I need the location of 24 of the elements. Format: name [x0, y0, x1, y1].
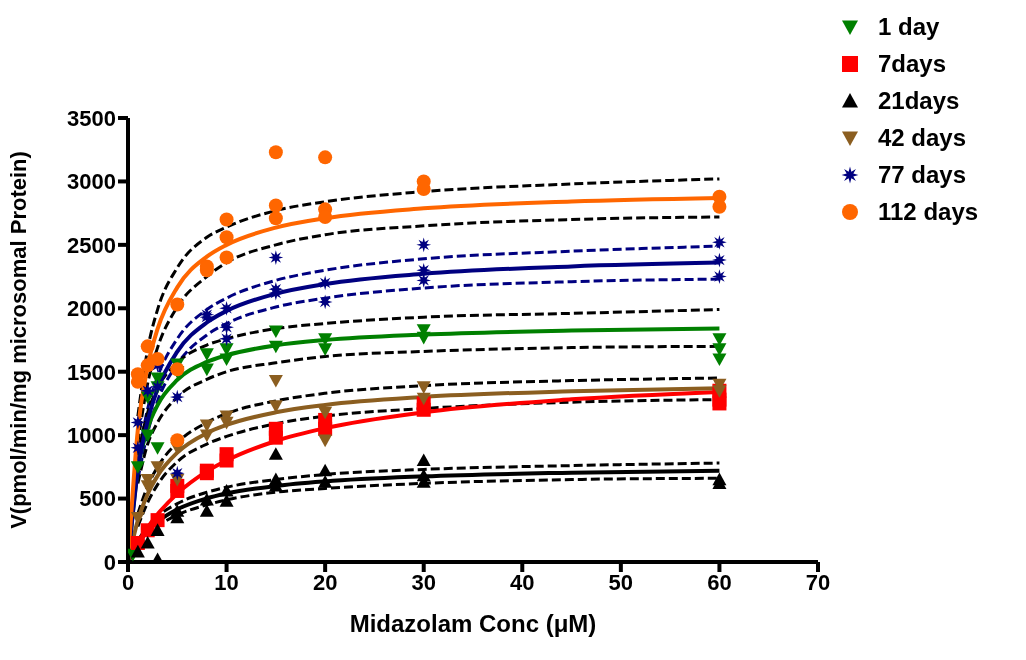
y-tick-label: 500 — [79, 486, 116, 512]
x-tick-label: 70 — [805, 569, 831, 595]
x-tick-label: 20 — [312, 569, 338, 595]
y-tick-label: 3000 — [67, 169, 116, 195]
legend-label: 1 day — [878, 12, 940, 41]
y-axis-title: V(pmol/min/mg microsomal Protein) — [5, 151, 31, 529]
x-tick-label: 30 — [411, 569, 436, 595]
legend-label: 112 days — [878, 197, 979, 226]
y-tick-label: 1500 — [67, 359, 116, 385]
y-tick-label: 2000 — [67, 296, 116, 322]
legend-label: 77 days — [878, 160, 967, 189]
legend-label: 42 days — [878, 123, 967, 152]
legend-label: 7days — [878, 49, 947, 78]
y-tick-label: 2500 — [67, 232, 116, 258]
y-tick-label: 1000 — [67, 422, 116, 448]
y-tick-label: 3500 — [67, 105, 116, 131]
y-tick-label: 0 — [103, 549, 116, 575]
x-tick-label: 60 — [707, 569, 732, 595]
x-tick-label: 40 — [510, 569, 535, 595]
x-tick-label: 10 — [214, 569, 239, 595]
x-tick-label: 0 — [121, 569, 135, 595]
x-tick-label: 50 — [608, 569, 634, 595]
legend-label: 21days — [878, 86, 960, 115]
x-axis-title: Midazolam Conc (μM) — [349, 610, 597, 637]
